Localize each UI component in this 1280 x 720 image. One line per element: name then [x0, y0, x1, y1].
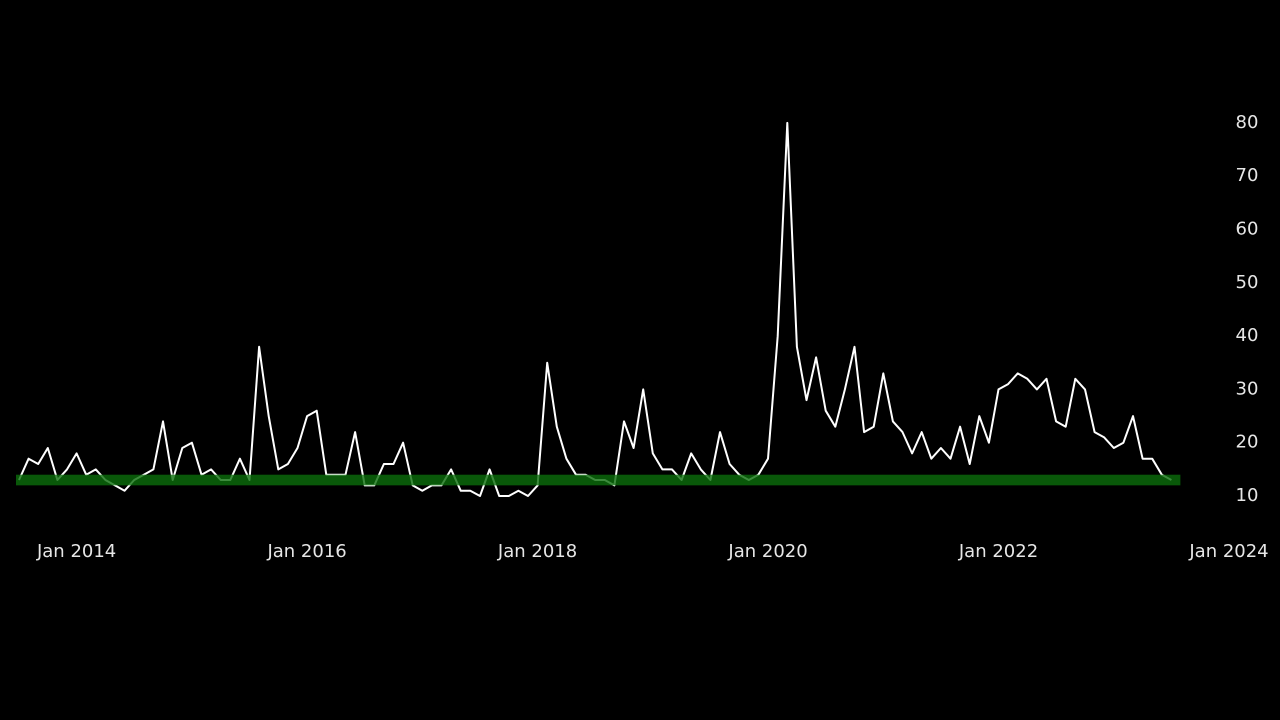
y-tick-label: 40: [1236, 325, 1259, 346]
y-tick-label: 30: [1236, 378, 1259, 399]
y-tick-label: 70: [1236, 165, 1259, 186]
y-tick-label: 20: [1236, 432, 1259, 453]
y-tick-label: 50: [1236, 272, 1259, 293]
y-tick-label: 60: [1236, 219, 1259, 240]
x-tick-label: Jan 2018: [497, 541, 577, 562]
y-tick-label: 80: [1236, 112, 1259, 133]
x-tick-label: Jan 2014: [36, 541, 116, 562]
x-tick-label: Jan 2024: [1188, 541, 1268, 562]
threshold-band: [16, 474, 1181, 486]
x-tick-label: Jan 2020: [727, 541, 807, 562]
data-line: [18, 121, 1172, 497]
y-tick-label: 10: [1236, 485, 1259, 506]
x-tick-label: Jan 2016: [266, 541, 346, 562]
x-tick-label: Jan 2022: [958, 541, 1038, 562]
